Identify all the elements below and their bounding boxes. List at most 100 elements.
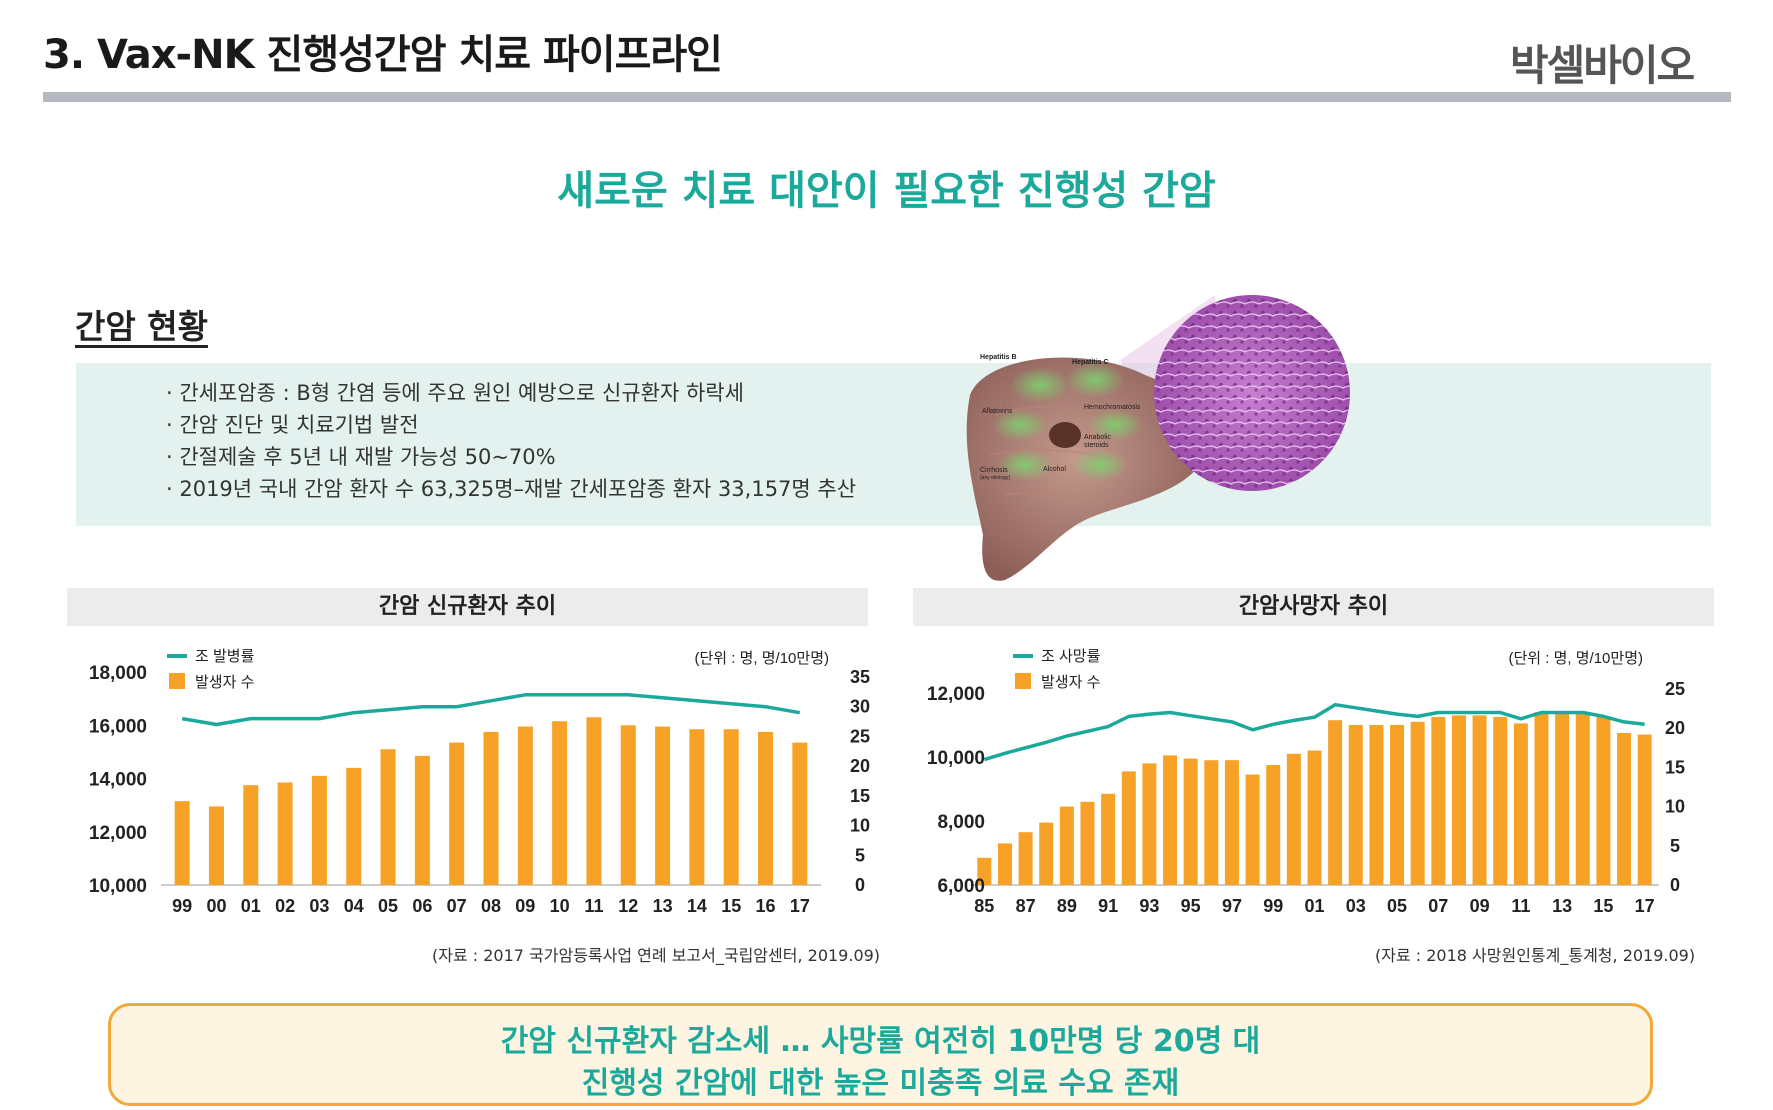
label-hepatitis-b: Hepatitis B xyxy=(980,354,1017,361)
unit-label: (단위 : 명, 명/10만명) xyxy=(1509,650,1643,667)
y-tick-right: 25 xyxy=(1665,679,1685,699)
y-tick-right: 15 xyxy=(1665,757,1685,777)
info-bullet: · 간절제술 후 5년 내 재발 가능성 50~70% xyxy=(166,445,556,469)
bar xyxy=(517,726,533,885)
risk-factor-glows xyxy=(992,362,1143,481)
x-tick-label: 05 xyxy=(378,896,398,916)
legend-bar-swatch xyxy=(169,673,185,689)
label-alcohol: Alcohol xyxy=(1043,466,1066,473)
bar xyxy=(1472,715,1487,885)
bar xyxy=(1080,801,1095,885)
bar xyxy=(311,775,327,885)
bar xyxy=(1348,725,1363,885)
bar xyxy=(620,725,636,885)
bar xyxy=(792,742,808,885)
label-any-etiology: (any etiology) xyxy=(980,475,1010,481)
y-tick-right: 10 xyxy=(850,816,870,836)
x-tick-label: 87 xyxy=(1016,896,1036,916)
chart2-title: 간암사망자 추이 xyxy=(913,588,1714,626)
chart1-source: (자료 : 2017 국가암등록사업 연례 보고서_국립암센터, 2019.09… xyxy=(432,946,881,965)
bar xyxy=(1059,806,1074,885)
rate-line xyxy=(983,702,1645,762)
bar xyxy=(723,729,739,885)
x-tick-label: 91 xyxy=(1098,896,1118,916)
y-tick-right: 0 xyxy=(1670,875,1680,895)
x-tick-label: 17 xyxy=(1635,896,1655,916)
bar xyxy=(1286,753,1301,885)
x-tick-label: 08 xyxy=(481,896,501,916)
y-tick-right: 20 xyxy=(1665,718,1685,738)
bar xyxy=(1555,712,1570,885)
bar xyxy=(758,731,774,885)
y-tick-right: 5 xyxy=(1670,836,1680,856)
x-tick-label: 10 xyxy=(550,896,570,916)
x-tick-label: 16 xyxy=(756,896,776,916)
x-tick-label: 93 xyxy=(1139,896,1159,916)
bar xyxy=(1328,720,1343,885)
bar xyxy=(977,857,992,885)
bar xyxy=(1451,715,1466,885)
label-aflatoxins: Aflatoxins xyxy=(982,408,1013,415)
company-logo: 박셀바이오 xyxy=(1510,41,1695,90)
section-title: 간암 현황 xyxy=(75,307,208,346)
label-hepatitis-c: Hepatitis C xyxy=(1072,359,1109,366)
bar xyxy=(689,729,705,885)
y-tick-right: 10 xyxy=(1665,797,1685,817)
y-tick-right: 20 xyxy=(850,756,870,776)
legend-line-label: 조 발병률 xyxy=(195,648,255,665)
bar xyxy=(1493,717,1508,885)
x-tick-label: 01 xyxy=(241,896,261,916)
bar xyxy=(1224,760,1239,885)
bar xyxy=(346,767,362,885)
bar xyxy=(277,782,293,885)
page-title: 3. Vax-NK 진행성간암 치료 파이프라인 xyxy=(43,32,723,78)
tumor-spot xyxy=(1049,422,1081,448)
chart1-title: 간암 신규환자 추이 xyxy=(67,588,868,626)
headline: 새로운 치료 대안이 필요한 진행성 간암 xyxy=(557,168,1216,214)
y-tick-right: 5 xyxy=(855,845,865,865)
callout-line-2: 진행성 간암에 대한 높은 미충족 의료 수요 존재 xyxy=(581,1066,1180,1101)
bar xyxy=(449,742,465,885)
y-tick-left: 16,000 xyxy=(89,716,147,737)
x-tick-label: 12 xyxy=(618,896,638,916)
bar xyxy=(1513,723,1528,885)
bar xyxy=(1245,774,1260,885)
bar xyxy=(1018,832,1033,885)
x-tick-label: 15 xyxy=(721,896,741,916)
x-tick-label: 03 xyxy=(1346,896,1366,916)
y-tick-left: 8,000 xyxy=(937,812,985,833)
bar xyxy=(208,806,224,885)
x-tick-label: 01 xyxy=(1304,896,1324,916)
legend-bar-label: 발생자 수 xyxy=(195,674,254,691)
y-tick-right: 0 xyxy=(855,875,865,895)
bar xyxy=(1596,717,1611,885)
bar xyxy=(1163,755,1178,885)
bar xyxy=(243,785,259,885)
x-tick-label: 13 xyxy=(653,896,673,916)
legend-bar-swatch xyxy=(1015,673,1031,689)
bar xyxy=(1204,760,1219,885)
x-tick-label: 13 xyxy=(1552,896,1572,916)
bar xyxy=(1390,725,1405,885)
legend-line-label: 조 사망률 xyxy=(1041,648,1101,665)
bar xyxy=(1142,763,1157,885)
bar xyxy=(1101,793,1116,885)
y-tick-right: 30 xyxy=(850,697,870,717)
info-bullet: · 간세포암종 : B형 간염 등에 주요 원인 예방으로 신규환자 하락세 xyxy=(166,381,744,405)
info-bullet: · 간암 진단 및 치료기법 발전 xyxy=(166,413,419,437)
bar xyxy=(1617,733,1632,885)
x-tick-label: 14 xyxy=(687,896,707,916)
chart2-source: (자료 : 2018 사망원인통계_통계청, 2019.09) xyxy=(1375,946,1696,965)
bar xyxy=(1534,712,1549,885)
x-tick-label: 05 xyxy=(1387,896,1407,916)
y-tick-right: 35 xyxy=(850,667,870,687)
bar xyxy=(414,755,430,885)
tissue-pattern xyxy=(1154,295,1350,491)
y-tick-left: 12,000 xyxy=(89,823,147,844)
info-bullet: · 2019년 국내 간암 환자 수 63,325명–재발 간세포암종 환자 3… xyxy=(166,477,857,501)
bar xyxy=(1039,822,1054,885)
x-tick-label: 02 xyxy=(275,896,295,916)
x-tick-label: 97 xyxy=(1222,896,1242,916)
bar xyxy=(1121,771,1136,885)
